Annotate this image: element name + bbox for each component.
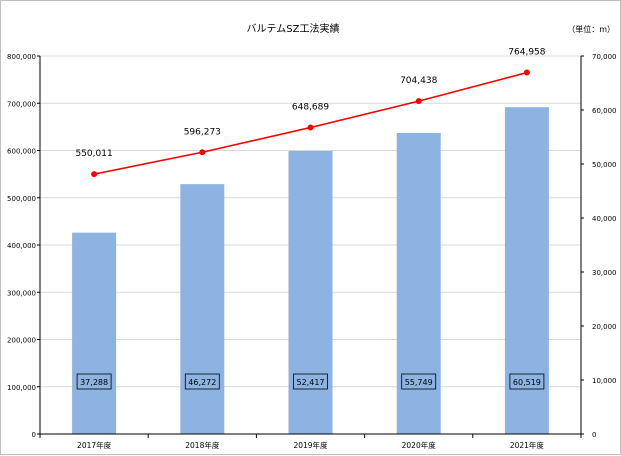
bar-value-label: 52,417 xyxy=(297,378,325,387)
bar-value-label: 37,288 xyxy=(80,378,108,387)
line-point-2017年度 xyxy=(91,171,98,178)
left-tick-label: 700,000 xyxy=(7,100,36,108)
chart-title: バルテムSZ工法実績 xyxy=(247,22,340,35)
bar-value-label: 46,272 xyxy=(188,378,216,387)
x-tick-label: 2018年度 xyxy=(185,440,220,450)
left-tick-label: 0 xyxy=(32,431,36,439)
left-tick-label: 300,000 xyxy=(7,289,36,297)
bar-2019年度 xyxy=(288,150,333,435)
bar-label-box xyxy=(293,373,328,390)
line-value-label: 596,273 xyxy=(184,127,221,137)
left-tick-label: 600,000 xyxy=(7,148,36,156)
line-point-2020年度 xyxy=(415,98,422,105)
left-tick-label: 800,000 xyxy=(7,53,36,61)
bar-label-box xyxy=(76,373,112,390)
bar-value-label: 60,519 xyxy=(513,378,541,387)
bar-label-box xyxy=(509,373,545,390)
bar-value-label: 55,749 xyxy=(405,378,433,387)
bar-label-box xyxy=(184,373,220,390)
left-tick-label: 400,000 xyxy=(7,242,36,250)
bar-2017年度 xyxy=(72,232,117,434)
line-value-label: 764,958 xyxy=(508,48,545,58)
x-tick-label: 2020年度 xyxy=(402,440,437,450)
x-tick-label: 2021年度 xyxy=(510,440,545,450)
bar-2021年度 xyxy=(504,107,549,435)
left-tick-label: 100,000 xyxy=(7,384,36,392)
bar-label-box xyxy=(401,373,437,390)
bar-2018年度 xyxy=(180,184,225,434)
x-tick-label: 2017年度 xyxy=(77,440,112,450)
right-tick-label: 60,000 xyxy=(592,107,617,115)
right-tick-label: 50,000 xyxy=(592,161,617,169)
right-tick-label: 70,000 xyxy=(592,53,617,61)
right-tick-label: 30,000 xyxy=(592,269,617,277)
line-point-2019年度 xyxy=(307,124,314,131)
line-value-label: 550,011 xyxy=(75,149,112,159)
right-tick-label: 40,000 xyxy=(592,215,617,223)
right-tick-label: 10,000 xyxy=(592,377,617,385)
line-point-2018年度 xyxy=(199,149,206,156)
right-tick-label: 20,000 xyxy=(592,323,617,331)
line-point-2021年度 xyxy=(523,69,530,76)
right-tick-label: 0 xyxy=(592,431,596,439)
left-tick-label: 500,000 xyxy=(7,195,36,203)
line-value-label: 704,438 xyxy=(400,76,437,86)
x-tick-label: 2019年度 xyxy=(293,440,328,450)
bar-2020年度 xyxy=(396,132,441,435)
unit-note: （単位：m） xyxy=(567,24,615,34)
left-tick-label: 200,000 xyxy=(7,337,36,345)
line-value-label: 648,689 xyxy=(292,102,329,112)
